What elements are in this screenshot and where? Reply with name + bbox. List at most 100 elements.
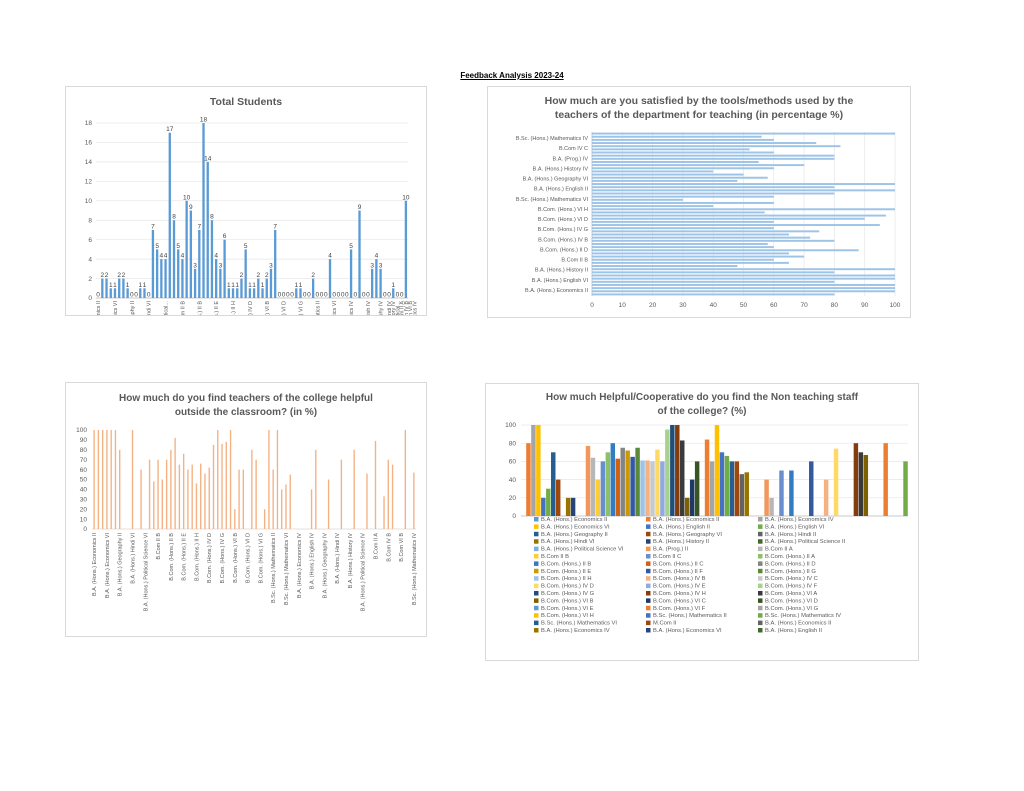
bar [670, 425, 675, 516]
legend-label: B.Com. (Hons.) II A [765, 554, 815, 560]
bar [244, 249, 247, 298]
x-tick-label: B.A. (Hons.) Economics IV [297, 533, 303, 598]
legend-label: B.Com. (Hons.) II D [765, 561, 816, 567]
legend-swatch [534, 517, 539, 522]
x-tick-label: B.A. (Hons.) Hindi IV [387, 301, 393, 315]
legend-label: B.A. (Hons.) Hindi II [765, 532, 817, 538]
legend-label: B.Com. (Hons.) II B [541, 561, 591, 567]
bar [217, 430, 219, 529]
legend-label: B.A. (Prog.) II [653, 547, 689, 553]
y-tick-label: B.A. (Hons.) Geography VI [523, 177, 589, 183]
x-tick-label: 10 [619, 302, 627, 309]
legend-swatch [534, 628, 539, 633]
data-label: 2 [265, 272, 269, 279]
bar [257, 278, 260, 298]
bar [189, 210, 193, 298]
bar [764, 479, 769, 516]
bar [161, 479, 164, 529]
x-tick-label: B.Com II A [374, 533, 380, 560]
y-tick-label: B.Com. (Hons.) IV G [538, 227, 588, 233]
bar [680, 440, 685, 516]
bar [281, 489, 283, 529]
bar [181, 259, 184, 298]
legend-label: B.A. (Hons.) English II [653, 524, 710, 530]
bar [592, 183, 895, 186]
legend-label: B.A. (Hons.) Economics IV [765, 517, 834, 523]
data-label: 0 [320, 292, 324, 299]
bar [592, 293, 835, 296]
y-tick-label: B.A. (Hons.) English VI [532, 278, 589, 284]
bar [853, 443, 859, 516]
legend-swatch [534, 576, 539, 581]
bar [315, 449, 317, 529]
bar [340, 459, 343, 529]
x-tick-label: B.Com. (Hons.) II H [231, 301, 237, 315]
data-label: 3 [269, 262, 273, 269]
x-tick-label: B.Com. (Hons.) VI B [265, 301, 271, 315]
bar [605, 452, 611, 516]
bar [177, 249, 180, 298]
data-label: 9 [358, 204, 362, 211]
y-tick-label: 10 [80, 516, 88, 523]
bar [404, 200, 408, 298]
data-label: 1 [248, 282, 252, 289]
x-tick-label: B.Com. (Hons.) II E [182, 533, 188, 581]
bar [234, 509, 236, 529]
data-label: 1 [227, 282, 231, 289]
legend-swatch [758, 539, 763, 544]
bar [592, 201, 774, 204]
legend-swatch [646, 613, 651, 618]
data-label: 18 [200, 117, 208, 124]
x-tick-label: B.A. (Hons.) Geography II [130, 301, 136, 315]
bar [387, 459, 389, 529]
non-teaching-staff-svg: How much Helpful/Cooperative do you find… [505, 392, 908, 634]
bar [714, 425, 720, 516]
y-tick-label: B.A. (Hons.) English II [534, 187, 589, 193]
data-label: 3 [379, 262, 383, 269]
bar [592, 280, 835, 283]
bar [779, 470, 784, 516]
bar [204, 473, 206, 529]
data-label: 0 [134, 292, 138, 299]
data-label: 7 [151, 223, 155, 230]
x-tick-label: B.Sc. (Hons.) Mathematics II [315, 301, 321, 315]
bar [665, 429, 670, 516]
x-tick-label: B.Com. (Hons.) II E [214, 301, 220, 315]
bar [592, 246, 774, 249]
bar [592, 138, 774, 141]
legend-label: B.Com. (Hons.) VI C [653, 598, 706, 604]
legend-swatch [758, 524, 763, 529]
y-tick-label: 100 [76, 427, 87, 434]
bar [592, 249, 859, 252]
legend-swatch [646, 539, 651, 544]
bar [655, 449, 660, 516]
y-tick-label: 90 [80, 437, 88, 444]
bar [744, 472, 749, 516]
bar [592, 176, 768, 179]
data-label: 10 [183, 194, 191, 201]
legend-label: B.Sc. (Hons.) Mathematics IV [765, 613, 841, 619]
bar [592, 195, 774, 198]
bar [600, 461, 606, 516]
y-tick-label: 0 [83, 526, 87, 533]
data-label: 9 [189, 204, 193, 211]
y-tick-label: 80 [80, 447, 88, 454]
x-tick-label: B.A. (Hons.) Economics IV [349, 301, 355, 315]
bar [570, 497, 576, 516]
bar [592, 205, 714, 208]
bar [392, 288, 395, 298]
y-tick-label: B.Sc. (Hons.) Mathematics IV [516, 136, 588, 142]
bar [546, 488, 551, 516]
bar [113, 288, 117, 298]
data-label: 0 [345, 292, 349, 299]
legend-swatch [646, 576, 651, 581]
data-label: 4 [164, 253, 168, 260]
legend-swatch [758, 598, 763, 603]
bar [592, 255, 805, 258]
bar [592, 167, 774, 170]
x-tick-label: B.Com. (Hons.) IV G [220, 533, 226, 583]
bar [592, 132, 895, 135]
bar [148, 459, 151, 529]
data-label: 7 [197, 223, 201, 230]
y-tick-label: 60 [509, 459, 517, 466]
